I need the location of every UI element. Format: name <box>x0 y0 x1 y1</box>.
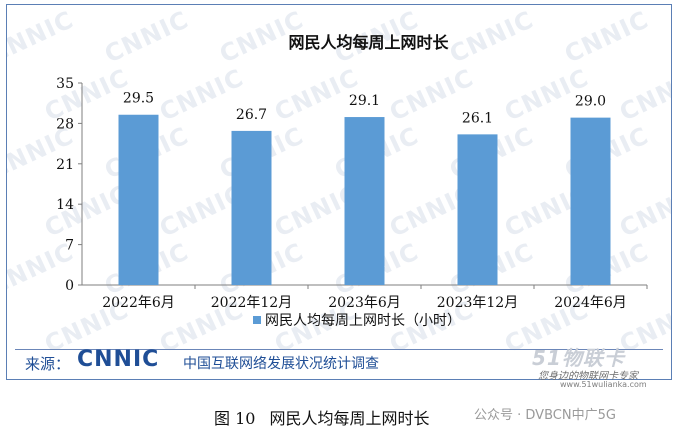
bar <box>344 117 385 286</box>
bar <box>570 117 611 285</box>
bar-chart: 网民人均每周上网时长 0 7 14 21 28 35 29.5 2022年6月 26.7 2022年… <box>56 33 648 329</box>
bar-value-label: 29.1 <box>349 93 380 109</box>
caption-number: 图 10 <box>214 409 256 428</box>
legend-label: 网民人均每周上网时长（小时） <box>265 313 461 329</box>
chart-frame: CNNIC CNNIC CNNIC CNNIC CNNIC CNNIC CNNIC CNNIC… <box>6 4 672 380</box>
y-tick-label: 7 <box>65 238 74 254</box>
caption-title: 网民人均每周上网时长 <box>269 409 430 428</box>
bar-value-label: 26.7 <box>236 107 267 123</box>
bar <box>231 130 272 285</box>
brand-url: www.51wulianka.com <box>560 380 647 389</box>
wechat-credit: 公众号 · DVBCN中广5G <box>474 408 616 423</box>
y-tick-label: 35 <box>56 76 74 92</box>
source-label: 来源： <box>25 355 71 373</box>
bar-value-label: 29.0 <box>575 94 606 110</box>
y-tick-label: 28 <box>56 116 74 132</box>
x-tick-label: 2024年6月 <box>554 295 627 311</box>
x-tick-label: 2023年6月 <box>328 295 401 311</box>
x-tick-label: 2022年6月 <box>102 295 175 311</box>
legend-swatch <box>253 316 261 324</box>
chart-title: 网民人均每周上网时长 <box>288 33 449 52</box>
y-tick-label: 21 <box>56 157 74 173</box>
bar-value-label: 29.5 <box>123 91 154 107</box>
x-tick-label: 2022年12月 <box>211 295 292 311</box>
y-tick-label: 14 <box>56 197 74 213</box>
x-tick-label: 2023年12月 <box>437 295 518 311</box>
brand-slogan: 您身边的物联网卡专家 <box>538 371 638 382</box>
y-tick-label: 0 <box>65 278 74 294</box>
bar-value-label: 26.1 <box>462 110 493 126</box>
source-divider <box>15 349 663 350</box>
brand-watermark: 51物联卡 您身边的物联网卡专家 www.51wulianka.com <box>532 340 679 390</box>
figure-caption: 图 10 网民人均每周上网时长 <box>214 405 429 429</box>
bar <box>118 114 159 285</box>
bar <box>457 134 498 285</box>
cnnic-logo: CNNIC <box>77 347 160 372</box>
source-organization: 中国互联网络发展状况统计调查 <box>183 356 379 372</box>
brand-logo: 51物联卡 <box>532 346 625 370</box>
